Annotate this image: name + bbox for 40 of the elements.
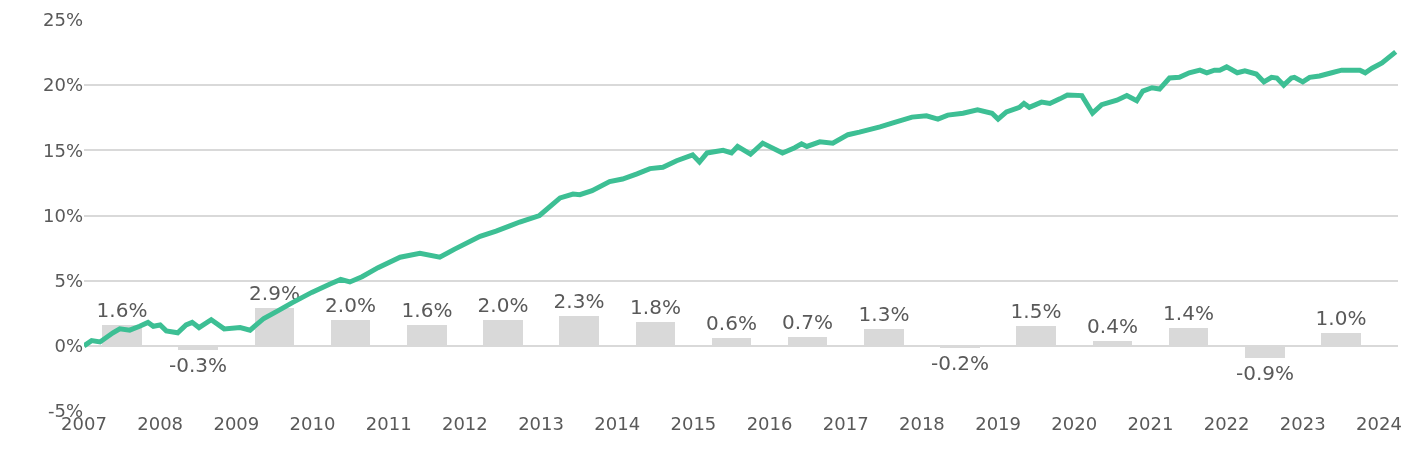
x-tick-label: 2013 [518,413,564,434]
x-tick-label: 2019 [975,413,1021,434]
x-tick-label: 2009 [213,413,260,434]
data-label: 0.6% [706,311,757,335]
x-tick-label: 2022 [1203,413,1250,434]
data-label: 2.0% [477,293,529,317]
data-label: -0.2% [930,351,990,375]
x-tick-label: 2010 [289,413,336,434]
data-label: 0.4% [1087,314,1138,338]
data-label: 1.8% [630,295,681,319]
x-tick-label: 2016 [746,413,793,434]
x-tick-label: 2011 [365,413,412,434]
data-label: -0.3% [168,353,228,377]
x-tick-label: 2018 [899,413,945,434]
data-label: 2.3% [553,289,605,313]
x-tick-label: 2015 [670,413,717,434]
x-tick-label: 2017 [822,413,869,434]
data-label: 1.4% [1163,301,1214,325]
x-tick-label: 2024 [1356,413,1402,434]
data-label: 2.9% [249,281,300,305]
y-tick-label: 0% [54,335,83,357]
x-tick-label: 2023 [1279,413,1326,434]
y-tick-label: 15% [42,139,83,161]
data-label: 1.5% [1010,299,1062,323]
x-tick-label: 2014 [594,413,641,434]
x-tick-label: 2008 [137,413,184,434]
data-label: 2.0% [325,293,376,317]
y-tick-label: 25% [42,9,83,31]
x-tick-label: 2020 [1051,413,1098,434]
data-label: 1.3% [858,302,910,326]
x-tick-label: 2021 [1127,413,1174,434]
x-tick-label: 2012 [441,413,488,434]
data-label: 1.6% [401,298,453,322]
data-label: -0.9% [1235,361,1295,385]
y-tick-label: 5% [54,269,83,291]
data-label: 0.7% [782,310,833,334]
y-tick-label: 20% [42,74,83,96]
y-tick-label: 10% [42,204,83,226]
data-label: 1.6% [96,298,148,322]
data-label: 1.0% [1315,306,1367,330]
